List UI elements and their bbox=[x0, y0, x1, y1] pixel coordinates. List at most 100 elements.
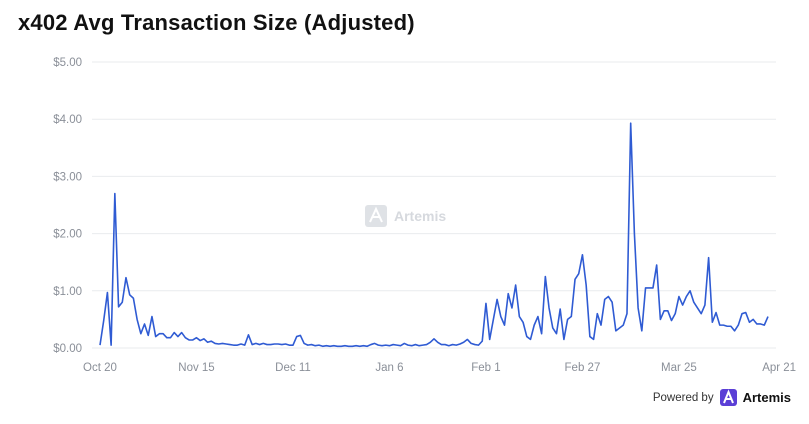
x-tick-label: Apr 21 bbox=[762, 362, 796, 374]
powered-by-footer[interactable]: Powered by Artemis bbox=[653, 389, 791, 406]
data-point[interactable] bbox=[691, 299, 697, 305]
data-point[interactable] bbox=[698, 311, 704, 317]
data-point[interactable] bbox=[639, 328, 645, 334]
data-point[interactable] bbox=[568, 314, 574, 320]
data-point[interactable] bbox=[680, 302, 686, 308]
data-point[interactable] bbox=[605, 294, 611, 300]
data-point[interactable] bbox=[576, 271, 582, 277]
data-point[interactable] bbox=[713, 310, 719, 316]
data-point[interactable] bbox=[761, 322, 767, 328]
data-point[interactable] bbox=[657, 316, 663, 322]
data-point[interactable] bbox=[142, 321, 148, 327]
data-point[interactable] bbox=[694, 305, 700, 311]
data-point[interactable] bbox=[104, 290, 110, 296]
chart-title: x402 Avg Transaction Size (Adjusted) bbox=[18, 10, 415, 35]
data-point[interactable] bbox=[479, 338, 485, 344]
data-point[interactable] bbox=[624, 311, 630, 317]
data-point[interactable] bbox=[179, 330, 185, 336]
data-point[interactable] bbox=[628, 120, 634, 126]
data-point[interactable] bbox=[539, 331, 545, 337]
data-point[interactable] bbox=[583, 282, 589, 288]
x-tick-label: Nov 15 bbox=[178, 362, 214, 374]
data-point[interactable] bbox=[509, 305, 515, 311]
powered-by-label: Powered by bbox=[652, 391, 714, 404]
data-point[interactable] bbox=[550, 325, 556, 331]
data-point[interactable] bbox=[149, 314, 155, 320]
data-point[interactable] bbox=[531, 322, 537, 328]
data-point[interactable] bbox=[572, 276, 578, 282]
data-point[interactable] bbox=[732, 328, 738, 334]
x-tick-label: Jan 6 bbox=[375, 362, 403, 374]
data-point[interactable] bbox=[123, 275, 129, 281]
data-point[interactable] bbox=[650, 285, 656, 291]
data-point[interactable] bbox=[735, 322, 741, 328]
data-point[interactable] bbox=[97, 342, 103, 348]
x-tick-label: Feb 1 bbox=[471, 362, 500, 374]
data-point[interactable] bbox=[591, 336, 597, 342]
data-point[interactable] bbox=[513, 282, 519, 288]
data-point[interactable] bbox=[502, 322, 508, 328]
data-point[interactable] bbox=[669, 318, 675, 324]
data-point[interactable] bbox=[620, 322, 626, 328]
data-point[interactable] bbox=[297, 332, 303, 338]
data-point[interactable] bbox=[168, 335, 174, 341]
data-point[interactable] bbox=[594, 311, 600, 317]
data-point[interactable] bbox=[706, 255, 712, 261]
data-point[interactable] bbox=[290, 342, 296, 348]
data-point[interactable] bbox=[665, 308, 671, 314]
data-point[interactable] bbox=[138, 331, 144, 337]
y-tick-label: $4.00 bbox=[53, 114, 82, 126]
data-point[interactable] bbox=[242, 342, 248, 348]
data-point[interactable] bbox=[527, 336, 533, 342]
data-point[interactable] bbox=[542, 274, 548, 280]
data-point[interactable] bbox=[490, 316, 496, 322]
data-point[interactable] bbox=[145, 332, 151, 338]
data-point[interactable] bbox=[505, 291, 511, 297]
data-point[interactable] bbox=[609, 299, 615, 305]
data-point[interactable] bbox=[765, 314, 771, 320]
y-tick-label: $0.00 bbox=[53, 343, 82, 355]
x-axis-ticks: Oct 20 Nov 15 Dec 11 Jan 6 Feb 1 Feb 27 Mar 25… bbox=[83, 362, 796, 374]
gridlines bbox=[92, 61, 776, 349]
y-tick-label: $1.00 bbox=[53, 286, 82, 298]
watermark: Artemis bbox=[365, 205, 446, 227]
data-point[interactable] bbox=[134, 316, 140, 322]
data-point[interactable] bbox=[631, 231, 637, 237]
x-tick-label: Feb 27 bbox=[565, 362, 601, 374]
data-point[interactable] bbox=[101, 318, 107, 324]
data-point[interactable] bbox=[635, 305, 641, 311]
data-point[interactable] bbox=[702, 302, 708, 308]
data-point[interactable] bbox=[654, 262, 660, 268]
watermark-text: Artemis bbox=[394, 208, 446, 224]
data-point[interactable] bbox=[676, 294, 682, 300]
y-tick-label: $2.00 bbox=[53, 229, 82, 241]
data-point[interactable] bbox=[672, 311, 678, 317]
data-point[interactable] bbox=[494, 296, 500, 302]
data-point[interactable] bbox=[546, 305, 552, 311]
y-tick-label: $5.00 bbox=[53, 57, 82, 69]
data-point[interactable] bbox=[520, 319, 526, 325]
data-point[interactable] bbox=[557, 306, 563, 312]
data-point[interactable] bbox=[483, 300, 489, 306]
data-point[interactable] bbox=[553, 331, 559, 337]
data-point[interactable] bbox=[119, 299, 125, 305]
data-point[interactable] bbox=[535, 314, 541, 320]
artemis-logo-icon bbox=[719, 389, 737, 406]
data-point[interactable] bbox=[245, 332, 251, 338]
y-tick-label: $3.00 bbox=[53, 171, 82, 183]
data-point[interactable] bbox=[709, 319, 715, 325]
data-point[interactable] bbox=[683, 294, 689, 300]
data-point[interactable] bbox=[743, 310, 749, 316]
data-point[interactable] bbox=[598, 322, 604, 328]
data-point[interactable] bbox=[498, 314, 504, 320]
data-point[interactable] bbox=[112, 191, 118, 197]
data-point[interactable] bbox=[487, 336, 493, 342]
x-tick-label: Mar 25 bbox=[661, 362, 697, 374]
data-point[interactable] bbox=[579, 252, 585, 258]
data-point[interactable] bbox=[108, 342, 114, 348]
data-point[interactable] bbox=[561, 336, 567, 342]
data-point[interactable] bbox=[130, 295, 136, 301]
brand-name: Artemis bbox=[742, 390, 791, 405]
data-point[interactable] bbox=[516, 314, 522, 320]
data-point[interactable] bbox=[687, 288, 693, 294]
